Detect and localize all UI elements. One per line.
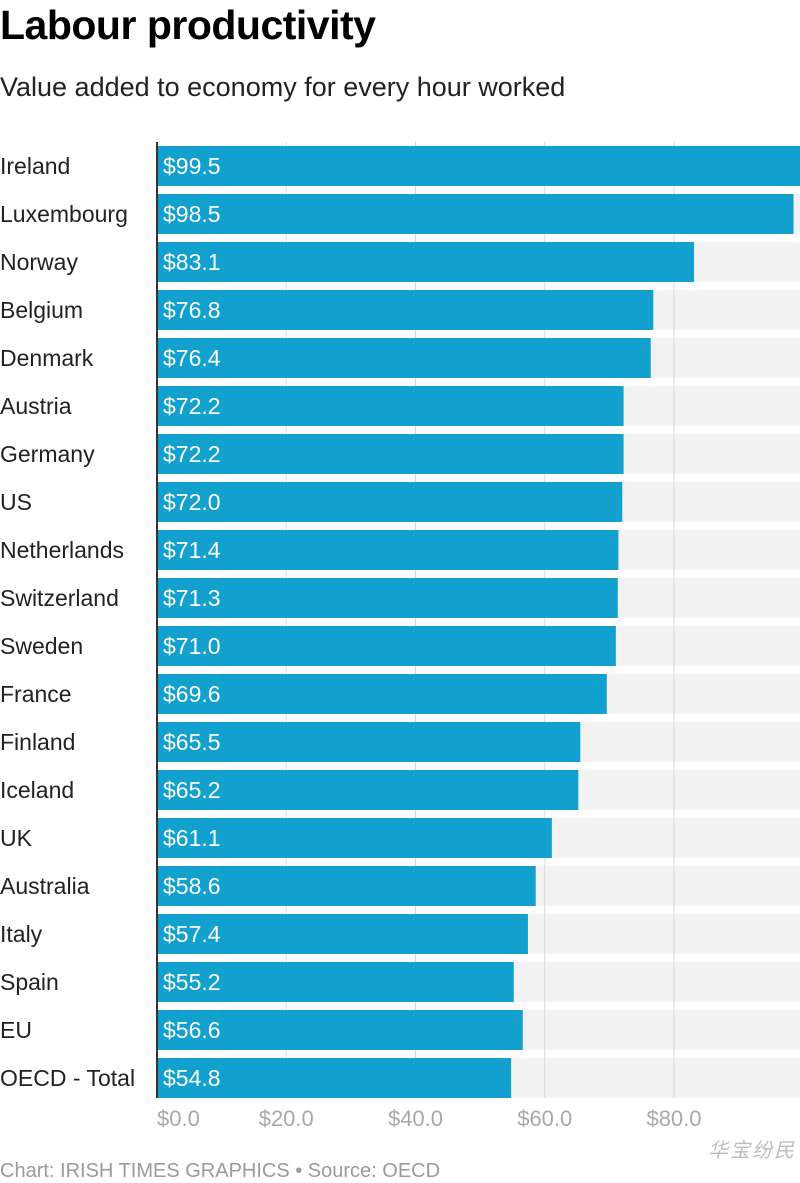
category-label: US bbox=[0, 489, 32, 515]
category-label: Switzerland bbox=[0, 585, 119, 611]
value-label: $71.3 bbox=[163, 585, 221, 611]
category-label: Australia bbox=[0, 873, 90, 899]
category-label: UK bbox=[0, 825, 33, 851]
category-label: France bbox=[0, 681, 72, 707]
bar bbox=[157, 530, 619, 570]
category-label: Netherlands bbox=[0, 537, 124, 563]
value-label: $54.8 bbox=[163, 1065, 221, 1091]
chart-credit: Chart: IRISH TIMES GRAPHICS • Source: OE… bbox=[0, 1160, 441, 1182]
x-tick-label: $80.0 bbox=[646, 1106, 701, 1131]
bar bbox=[157, 338, 651, 378]
x-tick-label: $60.0 bbox=[517, 1106, 572, 1131]
value-label: $76.8 bbox=[163, 297, 221, 323]
value-label: $61.1 bbox=[163, 825, 221, 851]
value-label: $65.5 bbox=[163, 729, 221, 755]
category-label: Spain bbox=[0, 969, 59, 995]
value-label: $71.4 bbox=[163, 537, 221, 563]
bar bbox=[157, 434, 624, 474]
value-label: $65.2 bbox=[163, 777, 221, 803]
value-label: $72.0 bbox=[163, 489, 221, 515]
category-label: Austria bbox=[0, 393, 72, 419]
bar bbox=[157, 962, 514, 1002]
bar bbox=[157, 914, 528, 954]
category-label: Iceland bbox=[0, 777, 74, 803]
category-label: OECD - Total bbox=[0, 1065, 135, 1091]
category-label: Germany bbox=[0, 441, 95, 467]
category-label: Italy bbox=[0, 921, 43, 947]
category-label: Sweden bbox=[0, 633, 83, 659]
bar bbox=[157, 866, 536, 906]
x-tick-label: $20.0 bbox=[259, 1106, 314, 1131]
value-label: $83.1 bbox=[163, 249, 221, 275]
value-label: $72.2 bbox=[163, 393, 221, 419]
value-label: $69.6 bbox=[163, 681, 221, 707]
value-label: $99.5 bbox=[163, 153, 221, 179]
value-label: $98.5 bbox=[163, 201, 221, 227]
value-label: $57.4 bbox=[163, 921, 221, 947]
x-tick-label: $40.0 bbox=[388, 1106, 443, 1131]
bar bbox=[157, 674, 607, 714]
bar-chart: Ireland $99.5 Luxembourg $98.5 Norway $83.1 Be… bbox=[0, 142, 800, 1131]
bar bbox=[157, 146, 800, 186]
chart-title: Labour productivity bbox=[0, 2, 376, 48]
category-label: Luxembourg bbox=[0, 201, 128, 227]
bar bbox=[157, 1058, 512, 1098]
bar bbox=[157, 722, 581, 762]
bar bbox=[157, 818, 552, 858]
bar bbox=[157, 578, 618, 618]
value-label: $76.4 bbox=[163, 345, 221, 371]
bar bbox=[157, 386, 624, 426]
value-label: $71.0 bbox=[163, 633, 221, 659]
category-label: Denmark bbox=[0, 345, 94, 371]
value-label: $55.2 bbox=[163, 969, 221, 995]
category-label: Ireland bbox=[0, 153, 70, 179]
watermark-logo: 华宝纷民 bbox=[708, 1138, 796, 1162]
category-label: Finland bbox=[0, 729, 75, 755]
value-label: $58.6 bbox=[163, 873, 221, 899]
bar bbox=[157, 770, 579, 810]
bar bbox=[157, 194, 794, 234]
category-label: EU bbox=[0, 1017, 32, 1043]
category-label: Belgium bbox=[0, 297, 83, 323]
bar bbox=[157, 242, 695, 282]
value-label: $72.2 bbox=[163, 441, 221, 467]
bar bbox=[157, 1010, 523, 1050]
bar bbox=[157, 482, 623, 522]
bar bbox=[157, 290, 654, 330]
category-label: Norway bbox=[0, 249, 78, 275]
x-tick-label: $0.0 bbox=[157, 1106, 200, 1131]
value-label: $56.6 bbox=[163, 1017, 221, 1043]
chart-subtitle: Value added to economy for every hour wo… bbox=[0, 72, 566, 102]
bar bbox=[157, 626, 616, 666]
